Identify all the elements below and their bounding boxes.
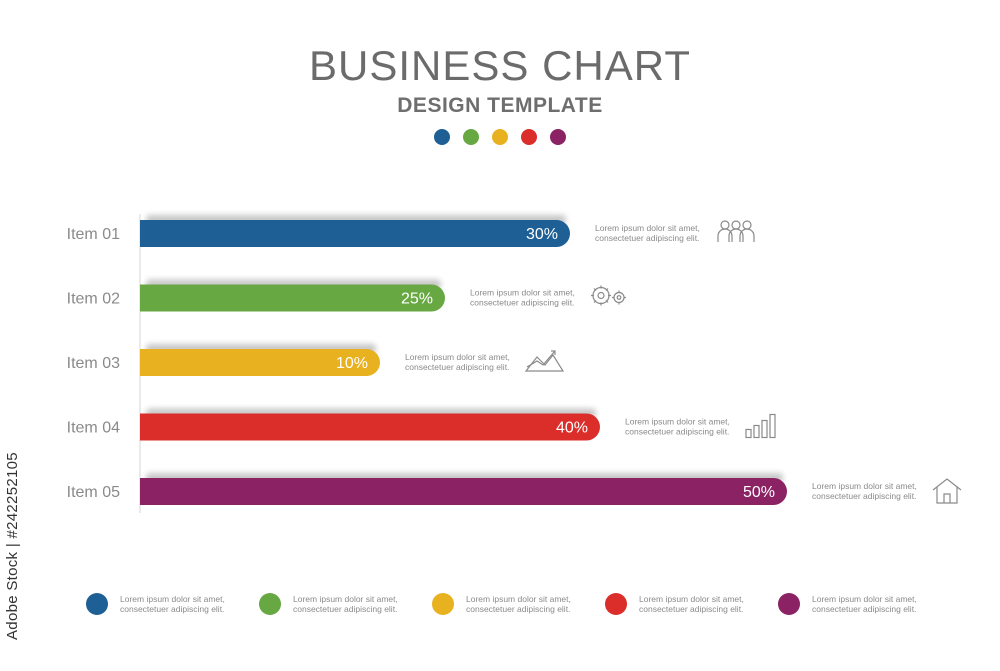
annotation-text: Lorem ipsum dolor sit amet, [595,223,700,233]
color-dot [492,129,508,145]
legend-text-line: Lorem ipsum dolor sit amet, [812,594,917,604]
legend-item: Lorem ipsum dolor sit amet, consectetuer… [86,592,251,622]
annotation-text: consectetuer adipiscing elit. [470,298,574,308]
legend-text-line: Lorem ipsum dolor sit amet, [120,594,225,604]
legend-item: Lorem ipsum dolor sit amet, consectetuer… [778,592,943,622]
house-icon [932,478,962,504]
legend: Lorem ipsum dolor sit amet, consectetuer… [0,592,1000,622]
category-label: Item 04 [67,420,120,437]
legend-text: Lorem ipsum dolor sit amet, consectetuer… [812,594,917,614]
legend-dot [605,593,627,615]
color-dot [434,129,450,145]
legend-item: Lorem ipsum dolor sit amet, consectetuer… [432,592,597,622]
legend-text-line: Lorem ipsum dolor sit amet, [639,594,744,604]
color-dot [521,129,537,145]
category-label: Item 01 [67,226,120,243]
watermark: Adobe Stock | #242252105 [4,452,21,640]
value-label: 50% [743,484,775,501]
legend-text-line: Lorem ipsum dolor sit amet, [293,594,398,604]
color-dot [463,129,479,145]
legend-text-line: consectetuer adipiscing elit. [293,604,398,614]
legend-dot [259,593,281,615]
annotation-text: consectetuer adipiscing elit. [405,362,509,372]
legend-text: Lorem ipsum dolor sit amet, consectetuer… [293,594,398,614]
legend-text: Lorem ipsum dolor sit amet, consectetuer… [639,594,744,614]
bar-chart-icon [745,413,776,439]
legend-item: Lorem ipsum dolor sit amet, consectetuer… [259,592,424,622]
annotation-text: consectetuer adipiscing elit. [595,233,699,243]
annotation-text: Lorem ipsum dolor sit amet, [470,288,575,298]
legend-text-line: Lorem ipsum dolor sit amet, [466,594,571,604]
color-dots [0,129,1000,145]
legend-text-line: consectetuer adipiscing elit. [639,604,744,614]
gears-icon [591,285,626,306]
bar [140,284,445,312]
category-label: Item 05 [67,484,120,501]
legend-item: Lorem ipsum dolor sit amet, consectetuer… [605,592,770,622]
category-label: Item 03 [67,355,120,372]
legend-text-line: consectetuer adipiscing elit. [466,604,571,614]
annotation-text: Lorem ipsum dolor sit amet, [812,481,917,491]
bar [140,478,787,505]
chart-title: BUSINESS CHART [309,42,691,89]
value-label: 10% [336,355,368,372]
annotation-text: consectetuer adipiscing elit. [812,491,916,501]
legend-dot [432,593,454,615]
value-label: 30% [526,226,558,243]
value-label: 25% [401,291,433,308]
legend-dot [86,593,108,615]
bar [140,413,600,441]
color-dot [550,129,566,145]
annotation-text: consectetuer adipiscing elit. [625,427,729,437]
bar [140,349,380,376]
people-icon [717,220,755,242]
legend-text-line: consectetuer adipiscing elit. [812,604,917,614]
annotation-text: Lorem ipsum dolor sit amet, [625,417,730,427]
category-label: Item 02 [67,291,120,308]
legend-text: Lorem ipsum dolor sit amet, consectetuer… [120,594,225,614]
legend-text-line: consectetuer adipiscing elit. [120,604,225,614]
chart-subtitle: DESIGN TEMPLATE [397,94,603,117]
bar [140,220,570,247]
trend-chart-icon [524,350,565,372]
legend-dot [778,593,800,615]
value-label: 40% [556,420,588,437]
legend-text: Lorem ipsum dolor sit amet, consectetuer… [466,594,571,614]
annotation-text: Lorem ipsum dolor sit amet, [405,352,510,362]
